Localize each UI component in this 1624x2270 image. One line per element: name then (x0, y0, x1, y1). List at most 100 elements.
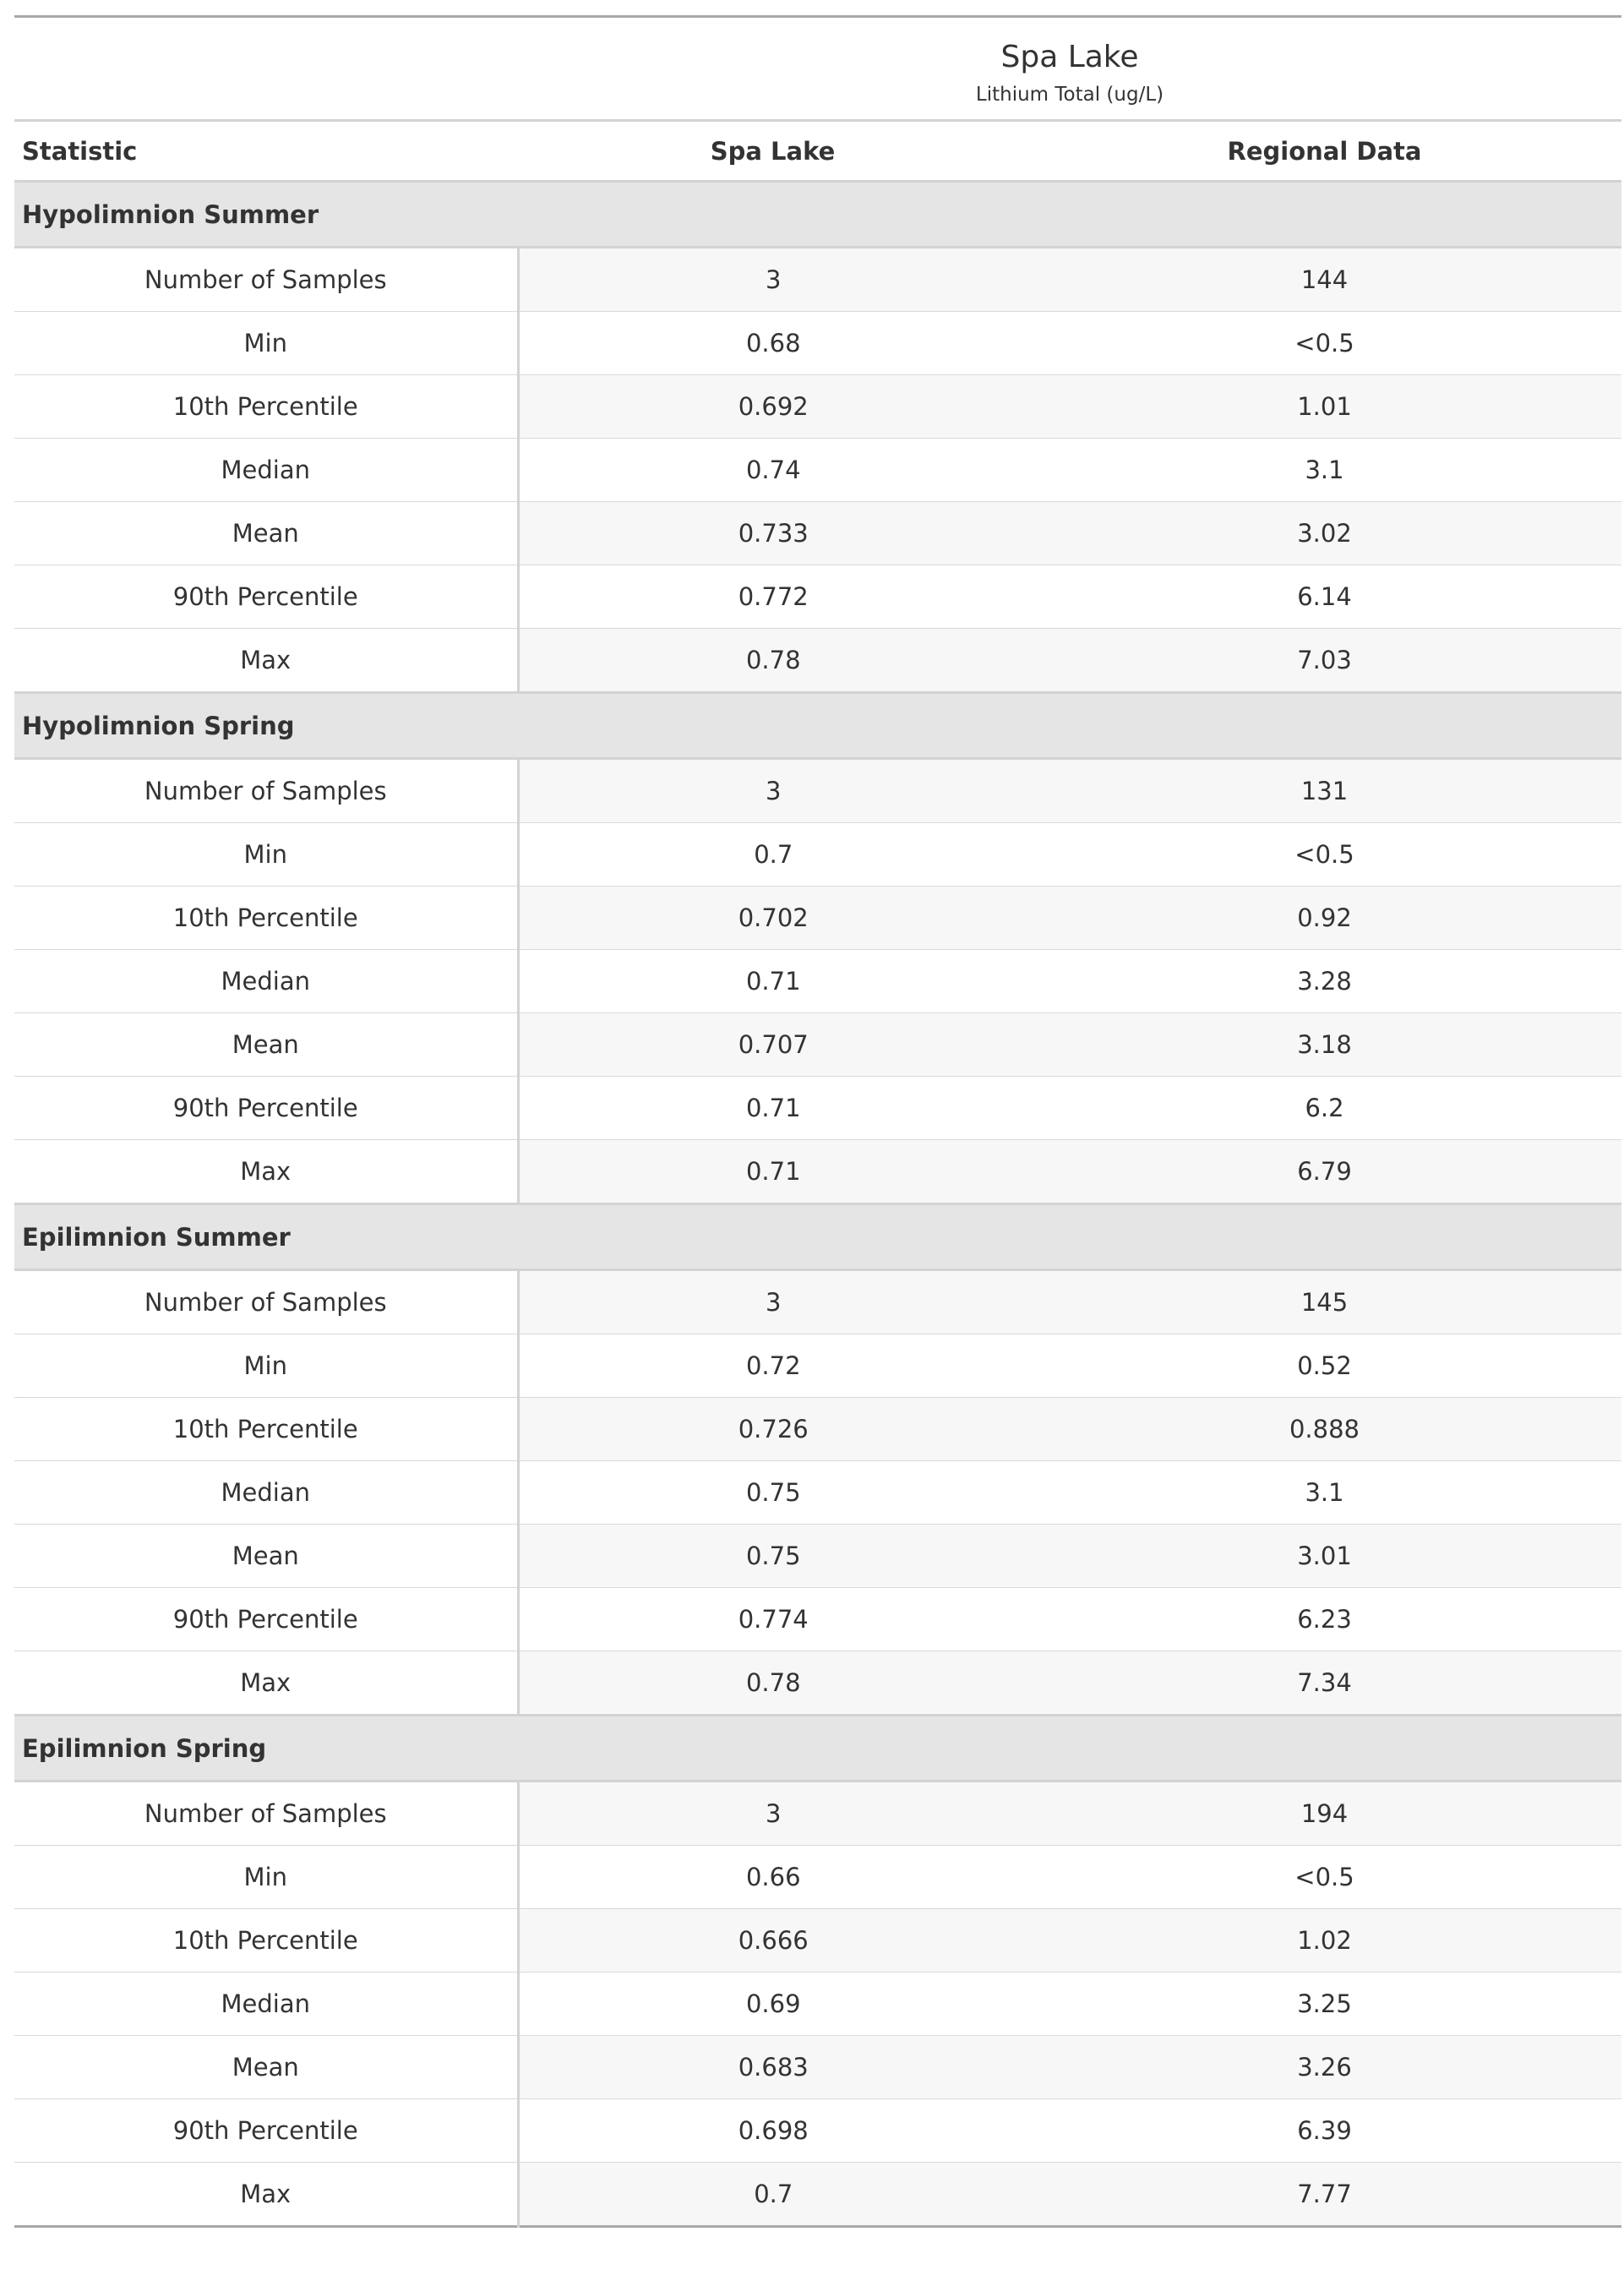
table-row: Mean 0.683 3.26 (14, 2035, 1622, 2099)
column-header-lake: Spa Lake (518, 120, 1027, 183)
table-row: 90th Percentile 0.698 6.39 (14, 2098, 1622, 2163)
table-row: Min 0.72 0.52 (14, 1334, 1622, 1398)
lake-value-cell: 0.707 (518, 1012, 1027, 1077)
regional-value-cell: 3.28 (1027, 949, 1622, 1013)
lake-value-cell: 0.78 (518, 1651, 1027, 1716)
table-row: Median 0.74 3.1 (14, 438, 1622, 502)
regional-value-cell: 3.26 (1027, 2035, 1622, 2099)
regional-value-cell: 3.02 (1027, 501, 1622, 565)
regional-value-cell: 194 (1027, 1781, 1622, 1846)
lake-value-cell: 0.726 (518, 1397, 1027, 1461)
table-row: 90th Percentile 0.71 6.2 (14, 1076, 1622, 1140)
stat-label-cell: 10th Percentile (14, 1908, 520, 1973)
table-row: Mean 0.75 3.01 (14, 1524, 1622, 1588)
stat-label-cell: Max (14, 1651, 520, 1716)
lake-value-cell: 0.7 (518, 822, 1027, 887)
group-header-row: Hypolimnion Spring (14, 691, 1622, 760)
lake-value-cell: 0.69 (518, 1972, 1027, 2036)
table-row: 90th Percentile 0.772 6.14 (14, 565, 1622, 629)
stat-label-cell: 90th Percentile (14, 1076, 520, 1140)
stat-label-cell: Min (14, 1334, 520, 1398)
stat-label-cell: Mean (14, 2035, 520, 2099)
table-row: Mean 0.707 3.18 (14, 1012, 1622, 1077)
regional-value-cell: 3.01 (1027, 1524, 1622, 1588)
column-header-regional: Regional Data (1027, 120, 1622, 183)
regional-value-cell: <0.5 (1027, 311, 1622, 375)
lake-value-cell: 0.66 (518, 1845, 1027, 1909)
stat-label-cell: Min (14, 311, 520, 375)
table-row: Number of Samples 3 131 (14, 758, 1622, 823)
regional-value-cell: 0.52 (1027, 1334, 1622, 1398)
lake-value-cell: 0.698 (518, 2098, 1027, 2163)
table-row: Number of Samples 3 144 (14, 247, 1622, 312)
stat-label-cell: Number of Samples (14, 1781, 520, 1846)
table-row: 10th Percentile 0.702 0.92 (14, 886, 1622, 950)
lake-value-cell: 0.78 (518, 628, 1027, 693)
regional-value-cell: 6.39 (1027, 2098, 1622, 2163)
stat-label-cell: Mean (14, 1012, 520, 1077)
table-title-cell: Spa Lake Lithium Total (ug/L) (518, 16, 1622, 122)
table-row: Number of Samples 3 194 (14, 1781, 1622, 1846)
regional-value-cell: 131 (1027, 758, 1622, 823)
table-row: Min 0.7 <0.5 (14, 822, 1622, 887)
regional-value-cell: 6.14 (1027, 565, 1622, 629)
table-row: Max 0.7 7.77 (14, 2162, 1622, 2227)
lake-value-cell: 0.74 (518, 438, 1027, 502)
table-row: Median 0.69 3.25 (14, 1972, 1622, 2036)
table-row: Min 0.66 <0.5 (14, 1845, 1622, 1909)
lake-value-cell: 0.772 (518, 565, 1027, 629)
stats-table-container: Spa Lake Lithium Total (ug/L) Statistic … (14, 15, 1622, 2228)
stat-label-cell: 10th Percentile (14, 1397, 520, 1461)
group-header-row: Epilimnion Summer (14, 1203, 1622, 1271)
stat-label-cell: Number of Samples (14, 758, 520, 823)
table-row: 10th Percentile 0.666 1.02 (14, 1908, 1622, 1973)
table-subtitle: Lithium Total (ug/L) (975, 84, 1164, 106)
lake-value-cell: 0.7 (518, 2162, 1027, 2227)
regional-value-cell: 6.2 (1027, 1076, 1622, 1140)
group-label: Hypolimnion Spring (14, 691, 1622, 760)
stat-label-cell: Median (14, 949, 520, 1013)
table-row: Median 0.71 3.28 (14, 949, 1622, 1013)
group-label: Hypolimnion Summer (14, 180, 1622, 248)
regional-value-cell: 144 (1027, 247, 1622, 312)
group-header-row: Hypolimnion Summer (14, 180, 1622, 248)
lake-value-cell: 3 (518, 758, 1027, 823)
regional-value-cell: 6.23 (1027, 1587, 1622, 1651)
lake-value-cell: 3 (518, 1781, 1027, 1846)
table-body: Hypolimnion Summer Number of Samples 3 144 M… (14, 180, 1622, 2227)
lake-value-cell: 0.71 (518, 949, 1027, 1013)
title-spacer (14, 16, 518, 122)
column-header-row: Statistic Spa Lake Regional Data (14, 120, 1622, 183)
regional-value-cell: 3.25 (1027, 1972, 1622, 2036)
regional-value-cell: 1.01 (1027, 374, 1622, 439)
table-row: 10th Percentile 0.692 1.01 (14, 374, 1622, 439)
group-label: Epilimnion Spring (14, 1714, 1622, 1782)
regional-value-cell: 0.92 (1027, 886, 1622, 950)
lake-value-cell: 0.75 (518, 1524, 1027, 1588)
table-row: Max 0.78 7.34 (14, 1651, 1622, 1716)
stat-label-cell: Max (14, 1139, 520, 1204)
regional-value-cell: <0.5 (1027, 822, 1622, 887)
regional-value-cell: 145 (1027, 1269, 1622, 1334)
regional-value-cell: 6.79 (1027, 1139, 1622, 1204)
stat-label-cell: 10th Percentile (14, 886, 520, 950)
lake-value-cell: 0.72 (518, 1334, 1027, 1398)
stat-label-cell: 90th Percentile (14, 565, 520, 629)
stat-label-cell: Number of Samples (14, 1269, 520, 1334)
stat-label-cell: Median (14, 438, 520, 502)
regional-value-cell: 3.18 (1027, 1012, 1622, 1077)
stat-label-cell: Min (14, 822, 520, 887)
stat-label-cell: Max (14, 2162, 520, 2227)
table-row: Min 0.68 <0.5 (14, 311, 1622, 375)
table-row: Number of Samples 3 145 (14, 1269, 1622, 1334)
regional-value-cell: 7.03 (1027, 628, 1622, 693)
table-row: Max 0.71 6.79 (14, 1139, 1622, 1204)
regional-value-cell: 3.1 (1027, 1460, 1622, 1525)
stats-table: Spa Lake Lithium Total (ug/L) Statistic … (14, 15, 1622, 2228)
stat-label-cell: 10th Percentile (14, 374, 520, 439)
table-row: 90th Percentile 0.774 6.23 (14, 1587, 1622, 1651)
lake-value-cell: 3 (518, 247, 1027, 312)
regional-value-cell: 3.1 (1027, 438, 1622, 502)
lake-value-cell: 0.666 (518, 1908, 1027, 1973)
table-row: Max 0.78 7.03 (14, 628, 1622, 693)
